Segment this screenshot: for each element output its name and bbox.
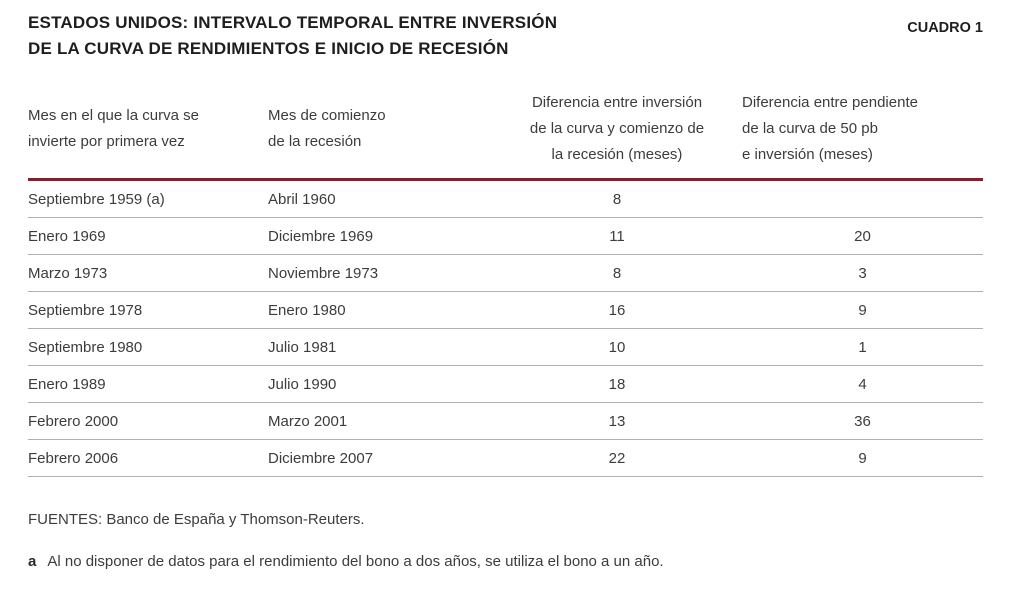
cell-inversion-month: Enero 1989 [28,375,106,393]
column-header-diff-inversion-recession: Diferencia entre inversión de la curva y… [529,94,705,163]
cell-recession-month: Marzo 2001 [268,412,348,430]
cell-inversion-month: Febrero 2006 [28,449,119,467]
footnote-text: Al no disponer de datos para el rendimie… [47,553,664,570]
cell-recession-month: Diciembre 2007 [268,449,374,467]
cell-recession-month: Julio 1990 [268,375,337,393]
cell-diff-inversion-recession: 10 [608,338,626,356]
cell-diff-slope-inversion: 4 [858,375,867,393]
table-title: ESTADOS UNIDOS: INTERVALO TEMPORAL ENTRE… [28,13,558,58]
cell-diff-slope-inversion: 9 [858,301,867,319]
table-row: Septiembre 1978 Enero 1980 16 9 [28,292,983,329]
table-row: Septiembre 1980 Julio 1981 10 1 [28,329,983,366]
cell-recession-month: Diciembre 1969 [268,227,374,245]
cell-diff-inversion-recession: 22 [608,449,626,467]
title-block: ESTADOS UNIDOS: INTERVALO TEMPORAL ENTRE… [28,10,983,62]
cell-diff-inversion-recession: 11 [609,227,625,245]
table-row: Enero 1989 Julio 1990 18 4 [28,366,983,403]
cell-diff-slope-inversion: 3 [858,264,867,282]
table-row: Enero 1969 Diciembre 1969 11 20 [28,218,983,255]
cell-inversion-month: Septiembre 1980 [28,338,143,356]
table-row: Marzo 1973 Noviembre 1973 8 3 [28,255,983,292]
cell-inversion-month: Marzo 1973 [28,264,108,282]
cell-diff-slope-inversion: 20 [854,227,871,245]
cell-diff-inversion-recession: 16 [608,301,626,319]
cell-diff-inversion-recession: 13 [608,412,626,430]
cell-diff-slope-inversion: 36 [854,412,871,430]
cell-recession-month: Enero 1980 [268,301,346,319]
cell-diff-inversion-recession: 8 [612,190,622,208]
table-column-headers: Mes en el que la curva se invierte por p… [28,86,983,178]
cell-inversion-month: Febrero 2000 [28,412,119,430]
cell-inversion-month: Septiembre 1959 (a) [28,190,165,208]
cell-recession-month: Julio 1981 [268,338,337,356]
table-row: Septiembre 1959 (a) Abril 1960 8 [28,181,983,218]
cell-diff-inversion-recession: 8 [612,264,622,282]
cuadro-label: CUADRO 1 [907,20,983,36]
cell-recession-month: Abril 1960 [268,190,336,208]
cell-recession-month: Noviembre 1973 [268,264,379,282]
document-page: ESTADOS UNIDOS: INTERVALO TEMPORAL ENTRE… [28,10,983,570]
cell-inversion-month: Enero 1969 [28,227,106,245]
table-row: Febrero 2006 Diciembre 2007 22 9 [28,440,983,477]
sources-note: FUENTES: Banco de España y Thomson-Reute… [28,511,365,528]
cell-diff-slope-inversion: 1 [858,338,867,356]
column-header-diff-slope-inversion: Diferencia entre pendiente de la curva d… [742,94,918,163]
table-row: Febrero 2000 Marzo 2001 13 36 [28,403,983,440]
data-table: Mes en el que la curva se invierte por p… [28,86,983,477]
footnote: a Al no disponer de datos para el rendim… [28,553,983,570]
cell-diff-slope-inversion: 9 [858,449,867,467]
cell-inversion-month: Septiembre 1978 [28,301,143,319]
footnote-marker: a [28,553,37,570]
column-header-inversion-month: Mes en el que la curva se invierte por p… [28,107,199,150]
column-header-recession-month: Mes de comienzo de la recesión [268,107,386,150]
cell-diff-inversion-recession: 18 [608,375,626,393]
table-body: Septiembre 1959 (a) Abril 1960 8 Enero 1… [28,178,983,477]
